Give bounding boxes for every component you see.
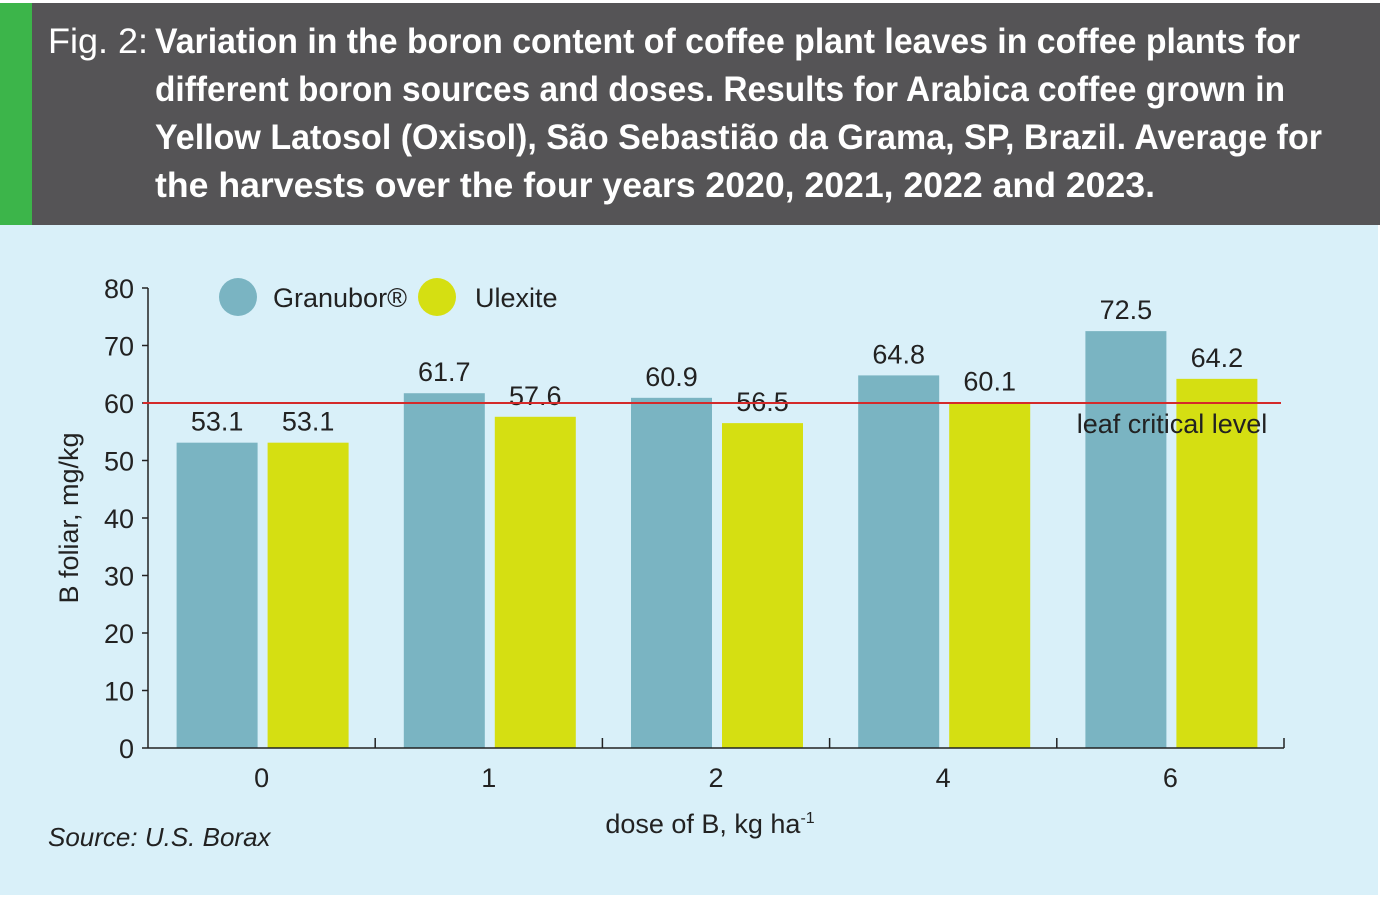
critical-level-label: leaf critical level	[1077, 409, 1268, 439]
x-tick-label: 2	[708, 763, 723, 793]
value-label: 72.5	[1100, 295, 1153, 325]
value-label: 61.7	[418, 357, 471, 387]
y-tick-label: 20	[104, 619, 134, 649]
value-label: 64.2	[1191, 343, 1244, 373]
y-tick-label: 70	[104, 332, 134, 362]
y-tick-label: 30	[104, 562, 134, 592]
legend-swatch-granubor	[219, 278, 257, 316]
x-axis-title: dose of B, kg ha-1	[605, 809, 814, 839]
y-tick-label: 10	[104, 677, 134, 707]
bar-granubor-2	[631, 397, 712, 748]
y-axis-title: B foliar, mg/kg	[54, 432, 84, 603]
bar-ulexite-2	[722, 423, 803, 748]
legend-label-granubor: Granubor®	[273, 283, 407, 313]
source-note: Source: U.S. Borax	[48, 822, 272, 852]
title-line-1: Variation in the boron content of coffee…	[155, 22, 1300, 61]
figure-label: Fig. 2:	[48, 22, 148, 61]
legend-swatch-ulexite	[418, 278, 456, 316]
x-tick-label: 1	[481, 763, 496, 793]
value-label: 60.9	[645, 362, 698, 392]
bar-ulexite-1	[494, 416, 576, 748]
bar-granubor-4	[858, 375, 940, 748]
y-tick-label: 80	[104, 274, 134, 304]
value-label: 64.8	[872, 339, 925, 369]
bar-granubor-0	[176, 442, 258, 748]
legend-label-ulexite: Ulexite	[475, 283, 558, 313]
x-tick-label: 0	[254, 763, 269, 793]
bar-granubor-1	[403, 393, 485, 748]
bar-granubor-6	[1085, 331, 1167, 748]
y-tick-label: 40	[104, 504, 134, 534]
x-tick-label: 4	[936, 763, 951, 793]
bar-ulexite-4	[949, 402, 1031, 748]
x-axis-title-text: dose of B, kg ha	[605, 809, 801, 839]
y-tick-label: 50	[104, 447, 134, 477]
y-tick-label: 0	[119, 734, 134, 764]
value-label: 57.6	[509, 381, 562, 411]
x-axis-title-superscript: -1	[800, 810, 814, 827]
x-tick-label: 6	[1163, 763, 1178, 793]
title-line-3: Yellow Latosol (Oxisol), São Sebastião d…	[155, 118, 1322, 157]
value-label: 53.1	[191, 407, 244, 437]
title-line-2: different boron sources and doses. Resul…	[155, 70, 1285, 109]
accent-bar	[0, 3, 32, 225]
value-label: 53.1	[282, 407, 335, 437]
title-line-4: the harvests over the four years 2020, 2…	[155, 166, 1155, 205]
value-label: 60.1	[963, 366, 1016, 396]
y-tick-label: 60	[104, 389, 134, 419]
bar-ulexite-0	[267, 442, 349, 748]
header-background	[0, 3, 1380, 225]
bar-ulexite-6	[1176, 378, 1258, 748]
